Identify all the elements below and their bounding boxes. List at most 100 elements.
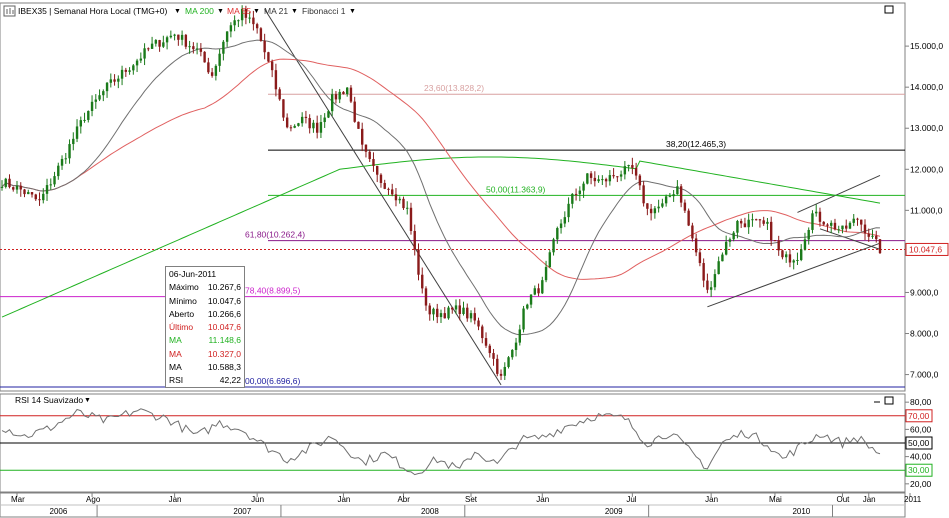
candle-body[interactable] xyxy=(60,158,64,166)
candle-body[interactable] xyxy=(421,274,424,289)
candle-body[interactable] xyxy=(593,177,597,182)
candle-body[interactable] xyxy=(751,219,754,221)
candle-body[interactable] xyxy=(417,249,420,275)
candle-body[interactable] xyxy=(473,313,476,321)
candle-body[interactable] xyxy=(285,117,289,128)
candle-body[interactable] xyxy=(503,366,506,376)
candle-body[interactable] xyxy=(214,65,218,76)
candle-body[interactable] xyxy=(394,194,398,201)
candle-body[interactable] xyxy=(447,307,450,319)
candle-body[interactable] xyxy=(841,225,844,230)
candle-body[interactable] xyxy=(833,222,837,230)
candle-body[interactable] xyxy=(454,305,458,310)
candle-body[interactable] xyxy=(837,229,840,231)
candle-body[interactable] xyxy=(383,182,386,189)
candle-body[interactable] xyxy=(342,91,345,95)
candle-body[interactable] xyxy=(769,221,773,241)
candle-body[interactable] xyxy=(105,82,109,92)
candle-body[interactable] xyxy=(391,189,394,195)
candle-body[interactable] xyxy=(747,219,750,228)
trendline[interactable] xyxy=(819,228,881,250)
candle-body[interactable] xyxy=(623,166,627,175)
candle-body[interactable] xyxy=(488,345,491,354)
candle-body[interactable] xyxy=(724,241,728,255)
candle-body[interactable] xyxy=(0,186,4,188)
candle-body[interactable] xyxy=(788,254,792,263)
candle-body[interactable] xyxy=(147,48,150,50)
candle-body[interactable] xyxy=(218,53,221,66)
candle-body[interactable] xyxy=(345,87,349,95)
ma21-dropdown-icon[interactable]: ▼ xyxy=(291,8,298,15)
candle-body[interactable] xyxy=(574,193,578,195)
candle-body[interactable] xyxy=(192,46,195,50)
candle-body[interactable] xyxy=(642,185,645,204)
candle-body[interactable] xyxy=(45,185,49,194)
candle-body[interactable] xyxy=(274,70,278,90)
candle-body[interactable] xyxy=(237,20,240,22)
candle-body[interactable] xyxy=(282,99,285,118)
candle-body[interactable] xyxy=(544,267,548,281)
fibonacci-label[interactable]: Fibonacci 1 xyxy=(302,6,346,16)
candle-body[interactable] xyxy=(267,52,270,62)
candle-body[interactable] xyxy=(601,179,604,181)
candle-body[interactable] xyxy=(664,196,668,204)
candle-body[interactable] xyxy=(165,37,169,43)
candle-body[interactable] xyxy=(293,125,296,128)
candle-body[interactable] xyxy=(38,199,41,201)
candle-body[interactable] xyxy=(240,8,244,21)
candle-body[interactable] xyxy=(312,122,315,129)
candle-body[interactable] xyxy=(826,224,829,226)
candle-body[interactable] xyxy=(323,117,326,123)
candle-body[interactable] xyxy=(203,51,206,63)
candle-body[interactable] xyxy=(848,222,852,229)
candle-body[interactable] xyxy=(754,219,758,221)
candle-body[interactable] xyxy=(49,184,52,186)
candle-body[interactable] xyxy=(676,186,679,195)
candle-body[interactable] xyxy=(548,252,552,268)
candle-body[interactable] xyxy=(12,187,15,190)
candle-body[interactable] xyxy=(128,70,131,72)
candle-body[interactable] xyxy=(758,219,762,221)
trendline[interactable] xyxy=(707,242,881,308)
candle-body[interactable] xyxy=(556,228,559,240)
candle-body[interactable] xyxy=(462,307,465,314)
candle-body[interactable] xyxy=(297,123,300,126)
candle-body[interactable] xyxy=(180,34,184,40)
candle-body[interactable] xyxy=(717,261,720,275)
candle-body[interactable] xyxy=(94,99,98,102)
candle-body[interactable] xyxy=(79,120,82,127)
candle-body[interactable] xyxy=(668,196,672,198)
candle-body[interactable] xyxy=(469,313,473,319)
candle-body[interactable] xyxy=(721,254,724,262)
candle-body[interactable] xyxy=(687,210,690,226)
candle-body[interactable] xyxy=(492,353,495,359)
candle-body[interactable] xyxy=(135,60,139,66)
candle-body[interactable] xyxy=(661,203,664,207)
candle-body[interactable] xyxy=(229,25,233,32)
candle-body[interactable] xyxy=(304,116,308,119)
candle-body[interactable] xyxy=(252,17,255,25)
candle-body[interactable] xyxy=(638,175,642,186)
candle-body[interactable] xyxy=(484,338,488,346)
symbol-title[interactable]: IBEX35 | Semanal Hora Local (TMG+0) xyxy=(18,6,168,16)
symbol-dropdown-icon[interactable]: ▼ xyxy=(174,8,181,15)
candle-body[interactable] xyxy=(679,186,683,203)
candle-body[interactable] xyxy=(567,203,570,218)
candle-body[interactable] xyxy=(571,193,574,204)
candle-body[interactable] xyxy=(361,128,364,145)
candle-body[interactable] xyxy=(694,238,698,253)
candle-body[interactable] xyxy=(563,217,567,224)
candle-body[interactable] xyxy=(413,230,416,250)
candle-body[interactable] xyxy=(177,34,180,40)
candle-body[interactable] xyxy=(533,288,537,295)
ma200-label[interactable]: MA 200 xyxy=(185,6,214,16)
candle-body[interactable] xyxy=(308,118,311,129)
candle-body[interactable] xyxy=(578,190,582,194)
candle-body[interactable] xyxy=(334,94,338,100)
ma55-dropdown-icon[interactable]: ▼ xyxy=(253,8,260,15)
candle-body[interactable] xyxy=(552,239,555,253)
candle-body[interactable] xyxy=(315,122,319,133)
candle-body[interactable] xyxy=(529,294,533,305)
candle-body[interactable] xyxy=(586,173,589,184)
candle-body[interactable] xyxy=(815,211,818,214)
